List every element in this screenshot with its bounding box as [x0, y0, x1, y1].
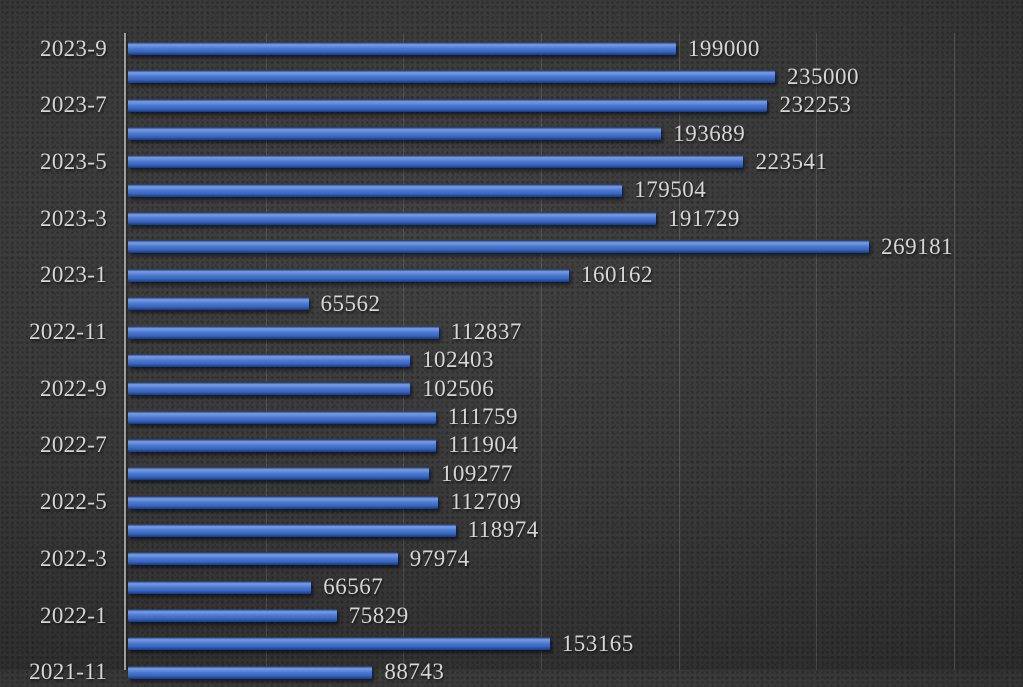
- value-label: 160162: [580, 262, 653, 288]
- bar-2022-7: [128, 438, 437, 452]
- bar-2022-1: [128, 609, 337, 622]
- bar-2022-3: [128, 552, 398, 566]
- y-axis-tick-label: 2023-1: [40, 262, 107, 288]
- y-axis-line: [124, 33, 126, 670]
- value-label: 193689: [673, 120, 746, 146]
- bar-2021-11: [128, 665, 373, 679]
- y-axis-tick-label: 2023-3: [40, 205, 107, 231]
- value-label: 223541: [755, 148, 828, 174]
- y-axis-tick-label: 2022-3: [40, 545, 107, 571]
- bar: [128, 297, 309, 311]
- value-label: 235000: [787, 63, 860, 89]
- value-label: 232253: [779, 92, 852, 118]
- y-axis-tick-label: 2023-7: [40, 92, 107, 118]
- bar-2022-11: [128, 325, 439, 339]
- gridline: [954, 33, 955, 670]
- value-label: 102506: [422, 375, 495, 401]
- bar: [128, 353, 410, 367]
- y-axis-tick-label: 2022-5: [40, 489, 107, 515]
- bar: [128, 467, 429, 481]
- value-label: 118974: [467, 517, 539, 543]
- bar-2023-3: [128, 212, 656, 226]
- bar-chart: 2023-9 199000 235000 2023-7 232253 193689 2023…: [29, 33, 955, 685]
- value-label: 111904: [448, 432, 519, 458]
- bar: [128, 183, 623, 197]
- value-label: 199000: [687, 35, 760, 61]
- y-axis-tick-label: 2023-9: [40, 35, 107, 61]
- bar: [128, 523, 456, 537]
- bar: [128, 127, 662, 141]
- y-axis-tick-label: 2023-5: [40, 148, 107, 174]
- gridline: [265, 33, 267, 670]
- y-axis-tick-label: 2022-1: [40, 602, 107, 628]
- gridline: [816, 33, 818, 670]
- value-label: 191729: [667, 205, 740, 231]
- bar: [128, 410, 436, 424]
- bar: [128, 70, 776, 84]
- value-label: 179504: [634, 177, 707, 203]
- value-label: 88743: [384, 659, 445, 685]
- y-axis-tick-label: 2022-11: [29, 319, 107, 344]
- value-label: 112709: [450, 489, 522, 515]
- value-label: 269181: [881, 233, 954, 259]
- value-label: 109277: [440, 460, 513, 486]
- value-label: 97974: [409, 545, 470, 571]
- bar-2022-9: [128, 382, 411, 396]
- bar-2023-1: [128, 268, 569, 282]
- bar-2023-7: [128, 98, 768, 112]
- value-label: 65562: [320, 290, 381, 316]
- bar: [128, 637, 550, 651]
- bar: [128, 580, 312, 594]
- value-label: 112837: [450, 319, 522, 344]
- value-label: 153165: [561, 630, 634, 656]
- y-axis-tick-label: 2022-7: [40, 432, 107, 458]
- bar-2022-5: [128, 495, 439, 509]
- bar: [128, 240, 870, 254]
- y-axis-tick-label: 2021-11: [29, 659, 107, 685]
- value-label: 75829: [348, 602, 409, 628]
- gridline: [541, 33, 542, 670]
- bar-2023-9: [128, 42, 676, 55]
- bar-2023-5: [128, 155, 744, 169]
- value-label: 66567: [323, 574, 384, 600]
- value-label: 111759: [447, 404, 518, 430]
- value-label: 102403: [421, 347, 494, 373]
- y-axis-tick-label: 2022-9: [40, 375, 107, 401]
- gridline: [678, 33, 680, 670]
- gridline: [403, 33, 405, 670]
